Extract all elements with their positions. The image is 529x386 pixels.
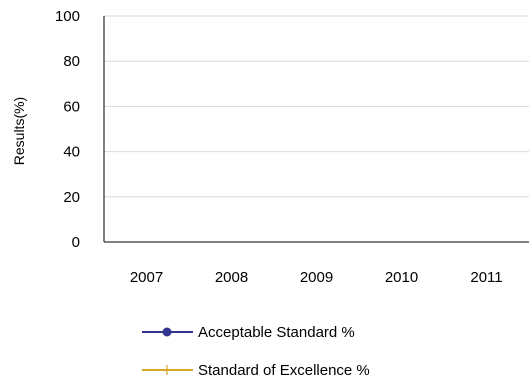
x-tick-label-2007: 2007 (130, 269, 163, 286)
gridlines (104, 15, 529, 198)
x-tick-label-2010: 2010 (385, 269, 418, 286)
legend-label-1: Standard of Excellence % (198, 362, 370, 379)
x-tick-label-2011: 2011 (470, 269, 502, 286)
x-tick-labels: 2007 2008 2009 2010 2011 (130, 269, 503, 286)
legend-marker-0 (162, 327, 172, 337)
legend-marker-1 (162, 365, 172, 375)
y-tick-label-100: 100 (55, 8, 80, 25)
y-tick-label-60: 60 (63, 98, 80, 115)
y-tick-label-40: 40 (63, 144, 80, 161)
legend-label-0: Acceptable Standard % (198, 324, 355, 341)
y-tick-label-20: 20 (63, 189, 80, 206)
y-tick-label-80: 80 (63, 53, 80, 70)
axes (103, 16, 529, 243)
y-tick-labels: 0 20 40 60 80 100 (55, 8, 80, 251)
legend: Acceptable Standard % Standard of Excelle… (142, 324, 370, 379)
x-tick-label-2008: 2008 (215, 269, 248, 286)
y-axis-title: Results(%) (11, 97, 27, 165)
x-tick-label-2009: 2009 (300, 269, 333, 286)
y-tick-label-0: 0 (72, 234, 80, 251)
